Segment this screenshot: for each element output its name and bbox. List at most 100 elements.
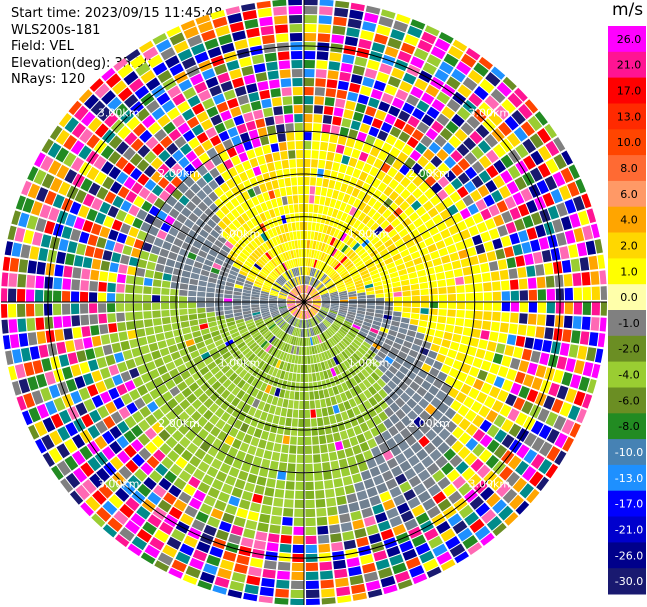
ppi-gate	[316, 177, 323, 187]
ppi-gate	[324, 278, 331, 285]
ppi-gate	[483, 292, 492, 301]
ppi-gate	[296, 454, 304, 463]
ppi-gate	[338, 342, 346, 350]
ppi-gate	[336, 230, 344, 240]
ppi-gate	[159, 248, 170, 258]
ppi-gate	[86, 208, 98, 222]
ppi-gate	[172, 149, 184, 162]
ppi-gate	[284, 390, 290, 399]
ppi-gate	[242, 310, 252, 315]
ppi-gate	[288, 294, 296, 299]
ppi-gate	[453, 325, 463, 335]
ppi-gate	[315, 498, 326, 508]
ppi-gate	[254, 334, 262, 341]
ppi-gate	[261, 577, 275, 588]
ppi-gate	[227, 273, 237, 280]
ppi-gate	[168, 506, 183, 520]
ppi-gate	[398, 110, 411, 122]
ppi-gate	[178, 195, 190, 206]
ppi-gate	[467, 542, 483, 555]
ppi-gate	[205, 76, 219, 89]
ppi-gate	[465, 302, 474, 310]
ppi-gate	[426, 566, 442, 578]
ppi-gate	[441, 255, 451, 264]
ppi-gate	[420, 295, 429, 302]
ppi-gate	[138, 336, 148, 346]
ppi-gate	[94, 212, 107, 225]
ppi-gate	[329, 291, 338, 295]
ppi-gate	[434, 134, 447, 148]
ppi-gate	[347, 196, 356, 206]
ppi-gate	[103, 415, 116, 429]
ppi-gate	[430, 343, 440, 353]
ppi-gate	[259, 513, 271, 524]
ppi-gate	[41, 434, 55, 450]
ppi-gate	[184, 189, 196, 200]
ppi-gate	[169, 368, 180, 378]
ppi-gate	[294, 258, 299, 267]
ppi-gate	[285, 324, 291, 333]
ppi-gate	[378, 364, 388, 373]
ppi-gate	[245, 120, 257, 131]
ppi-gate	[539, 441, 553, 457]
ppi-gate	[394, 337, 404, 345]
ppi-gate	[354, 528, 367, 539]
ppi-gate	[407, 25, 423, 39]
ppi-gate	[278, 296, 287, 300]
ppi-gate	[214, 499, 227, 512]
ppi-gate	[429, 195, 441, 206]
ppi-gate	[82, 479, 97, 494]
colorbar-tick-label: 13.0	[617, 110, 642, 123]
ppi-gate	[292, 318, 297, 326]
ppi-gate	[113, 397, 125, 410]
ppi-gate	[597, 333, 606, 348]
ppi-gate	[350, 417, 359, 427]
ppi-gate	[535, 224, 546, 238]
ppi-gate	[269, 295, 278, 298]
ppi-gate	[296, 276, 300, 285]
ppi-gate	[183, 87, 197, 100]
ppi-gate	[483, 282, 492, 292]
ppi-gate	[296, 319, 300, 328]
ppi-gate	[528, 289, 537, 301]
ppi-gate	[249, 502, 261, 513]
ppi-gate	[82, 257, 93, 269]
ppi-gate	[438, 309, 447, 316]
ppi-gate	[318, 311, 326, 318]
ppi-gate	[65, 213, 77, 227]
ppi-gate	[242, 10, 257, 21]
ppi-gate	[110, 456, 124, 470]
ppi-gate	[262, 144, 272, 155]
ppi-gate	[398, 228, 409, 238]
ppi-gate	[192, 240, 203, 249]
ppi-gate	[26, 318, 36, 332]
ppi-gate	[76, 243, 87, 256]
ppi-gate	[196, 297, 206, 302]
ppi-gate	[574, 360, 585, 375]
ppi-gate	[305, 517, 316, 526]
ppi-gate	[354, 140, 364, 151]
ppi-gate	[488, 261, 499, 272]
colorbar-swatch	[608, 155, 646, 182]
ppi-gate	[352, 352, 361, 362]
ppi-gate	[243, 112, 254, 123]
ppi-gate	[116, 171, 129, 185]
ppi-gate	[80, 280, 89, 291]
ppi-gate	[331, 34, 345, 44]
ppi-gate	[107, 517, 123, 532]
ppi-gate	[330, 292, 339, 297]
ppi-gate	[289, 292, 297, 298]
ppi-gate	[267, 162, 275, 172]
ppi-gate	[564, 287, 573, 301]
ppi-gate	[457, 527, 473, 542]
ppi-gate	[269, 293, 278, 297]
ppi-gate	[269, 79, 280, 89]
ppi-gate	[158, 416, 171, 428]
ppi-gate	[355, 160, 365, 170]
ppi-gate	[314, 195, 320, 205]
ppi-gate	[334, 320, 343, 326]
ppi-gate	[476, 221, 488, 233]
ppi-gate	[264, 52, 277, 62]
ppi-gate	[224, 290, 233, 295]
ppi-gate	[294, 508, 304, 518]
